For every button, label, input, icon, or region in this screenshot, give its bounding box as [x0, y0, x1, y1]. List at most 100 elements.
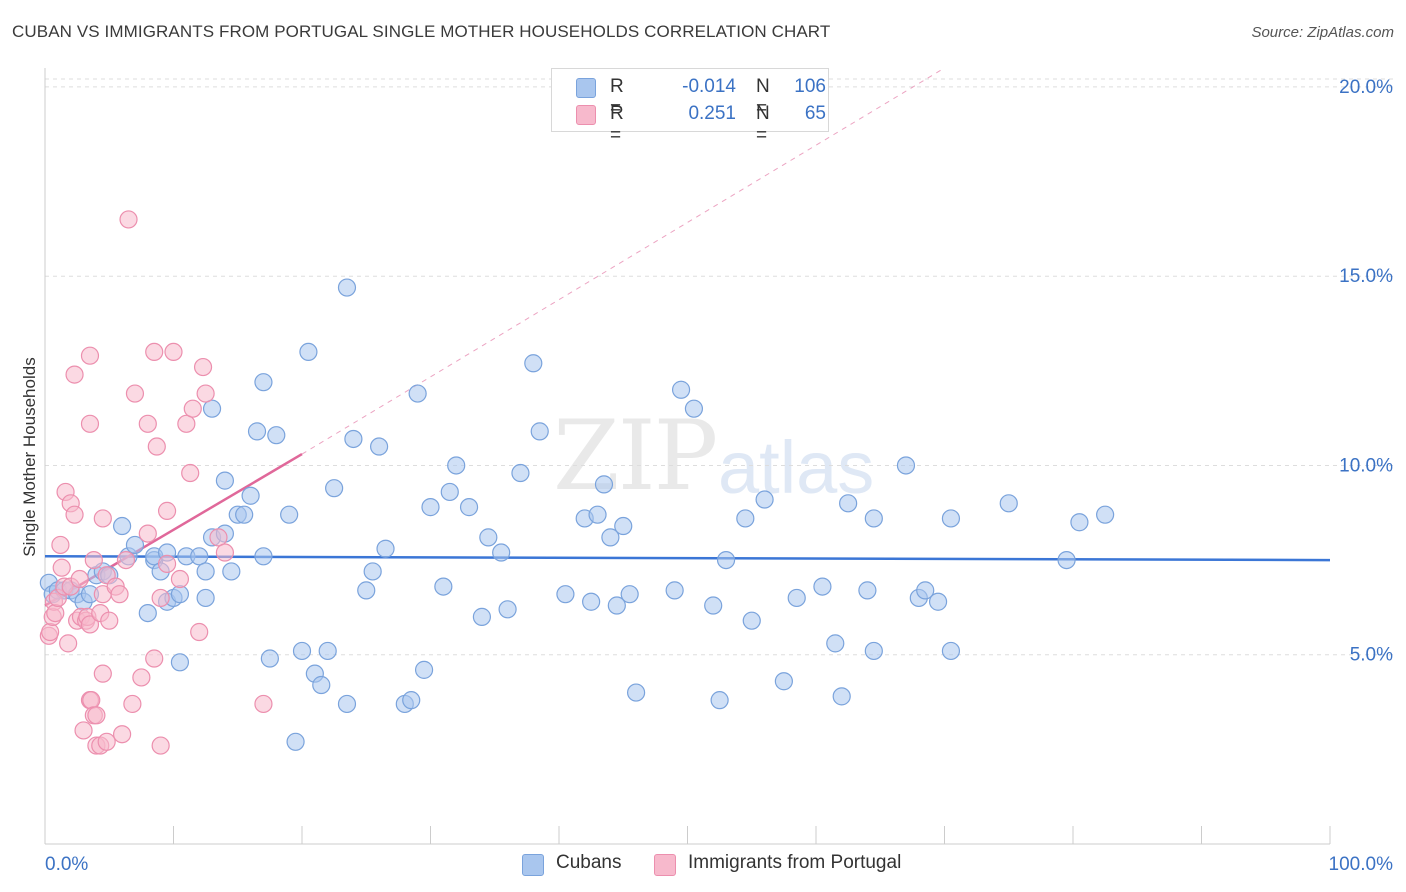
cubans-point	[826, 634, 845, 653]
tick-labels: 5.0% 10.0% 15.0% 20.0% 0.0% 100.0%	[45, 77, 1393, 875]
portugal-point	[82, 691, 101, 710]
cubans-point	[601, 528, 620, 547]
portugal-point	[138, 524, 157, 543]
cubans-point	[671, 380, 691, 399]
cubans-trend-line	[44, 555, 1331, 562]
cubans-point	[755, 490, 774, 509]
portugal-point	[157, 501, 177, 520]
portugal-point	[151, 588, 170, 608]
cubans-point	[1070, 513, 1089, 532]
cubans-point	[190, 547, 209, 566]
cubans-point	[337, 278, 357, 297]
portugal-point	[132, 668, 151, 687]
cubans-point	[286, 732, 305, 751]
portugal-point	[145, 649, 164, 668]
watermark-zip: ZIP	[553, 400, 718, 512]
cubans-point	[1096, 505, 1115, 524]
cubans-point	[363, 562, 382, 581]
cubans-point	[376, 539, 395, 558]
cubans-point	[896, 456, 916, 475]
cubans-point	[479, 528, 498, 547]
cubans-point	[710, 691, 729, 710]
cubans-point	[440, 482, 459, 502]
cubans-point	[241, 486, 260, 505]
cubans-point	[858, 581, 877, 600]
portugal-point	[157, 554, 177, 573]
cubans-point	[112, 516, 132, 536]
cubans-point	[498, 600, 517, 619]
cubans-point	[774, 672, 793, 691]
portugal-point	[215, 543, 234, 562]
cubans-point	[614, 516, 633, 536]
cubans-point	[260, 649, 279, 668]
cubans-point	[787, 588, 806, 608]
cubans-point	[941, 509, 961, 528]
r-label: R =	[610, 76, 624, 119]
cubans-point	[1057, 550, 1076, 570]
portugal-point	[151, 736, 170, 755]
cubans-point	[312, 675, 331, 695]
n-value: 65	[804, 103, 826, 124]
cubans-point	[215, 471, 234, 490]
cubans-point	[325, 479, 344, 498]
cubans-point	[864, 509, 883, 528]
cubans-point	[684, 399, 704, 418]
cubans-point	[267, 426, 286, 445]
portugal-point	[125, 384, 145, 403]
cubans-point	[402, 691, 421, 710]
portugal-point	[209, 528, 228, 547]
cubans-point	[222, 562, 241, 581]
portugal-point	[183, 399, 202, 418]
cubans-point	[928, 592, 948, 611]
cubans-point	[742, 611, 761, 630]
n-label: N =	[756, 76, 770, 119]
portugal-point	[110, 585, 129, 604]
portugal-point	[65, 365, 84, 384]
cubans-point	[421, 498, 440, 517]
portugal-point	[164, 342, 183, 362]
portugal-point	[80, 346, 100, 365]
correlation-legend: R = -0.014 N = 106 R = 0.251 N = 65	[551, 68, 829, 146]
cubans-point	[999, 494, 1018, 513]
cubans-point	[839, 494, 858, 513]
cubans-point	[196, 588, 215, 608]
cubans-point	[170, 585, 190, 604]
cubans-point	[832, 687, 851, 706]
x-tick-label-min: 0.0%	[45, 854, 88, 875]
cubans-point	[344, 429, 363, 449]
gridlines	[45, 78, 1393, 656]
cubans-point	[716, 550, 736, 570]
cubans-point	[530, 422, 549, 441]
cubans-point	[170, 653, 190, 672]
cubans-point	[864, 641, 883, 661]
cubans-point	[254, 547, 273, 566]
portugal-point	[93, 664, 112, 683]
portugal-point	[196, 384, 215, 403]
trend-lines	[44, 67, 1331, 607]
y-tick-label: 10.0%	[1339, 455, 1393, 476]
cubans-point	[594, 475, 614, 494]
portugal-point	[181, 463, 200, 483]
cubans-point	[607, 596, 626, 615]
portugal-point	[112, 725, 132, 744]
cubans-point	[459, 498, 479, 517]
portugal-point	[80, 615, 100, 634]
portugal-point	[190, 622, 209, 642]
portugal-point	[145, 342, 164, 362]
cubans-swatch	[576, 78, 596, 98]
cubans-point	[318, 641, 337, 661]
cubans-point	[202, 399, 222, 418]
portugal-point	[51, 535, 70, 555]
portugal-point	[87, 706, 106, 725]
portugal-point	[116, 550, 136, 570]
portugal-trend-extension	[301, 67, 945, 455]
n-label: N =	[756, 103, 770, 146]
cubans-point	[582, 592, 601, 611]
cubans-point	[941, 641, 961, 661]
cubans-point	[254, 373, 273, 392]
r-label: R =	[610, 103, 624, 146]
data-points	[39, 210, 1115, 755]
cubans-legend-swatch	[522, 854, 544, 876]
cubans-point	[524, 354, 543, 373]
cubans-point	[408, 384, 427, 403]
